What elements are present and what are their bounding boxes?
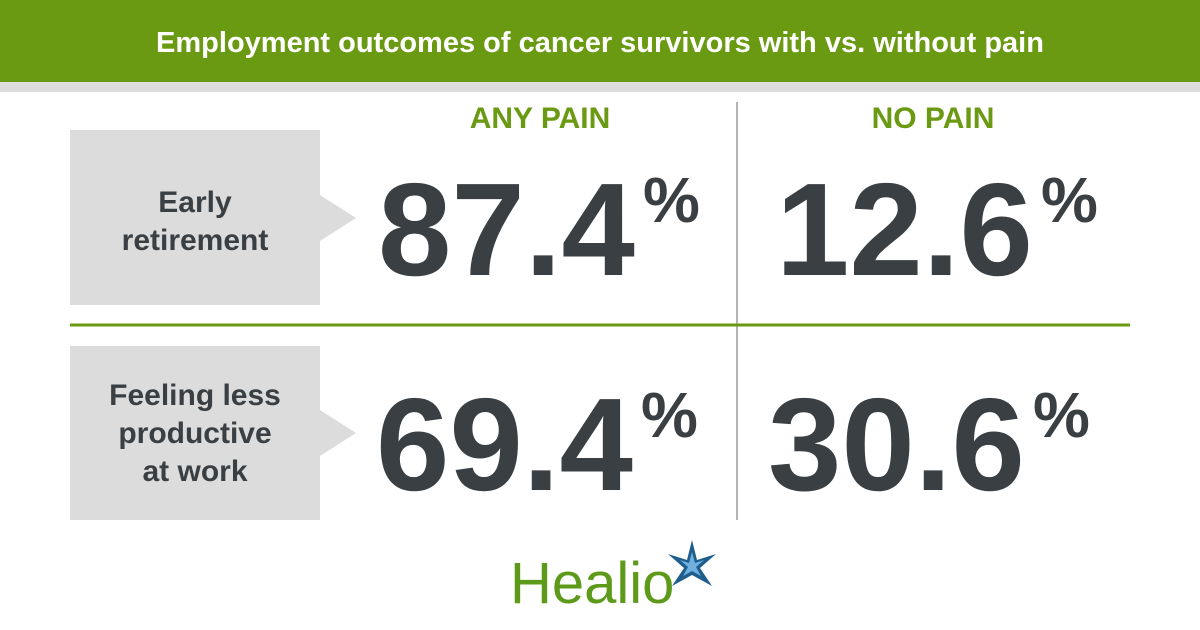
- value: 30.6: [768, 371, 1025, 518]
- label-box: [70, 130, 356, 305]
- title: Employment outcomes of cancer survivors …: [156, 27, 1044, 59]
- row-label: Early: [158, 186, 232, 219]
- header-strip: [0, 82, 1200, 92]
- unit: %: [1041, 164, 1098, 236]
- column-header: NO PAIN: [872, 102, 995, 135]
- unit: %: [641, 379, 698, 451]
- logo-star: [668, 540, 716, 586]
- value: 69.4: [376, 371, 633, 518]
- row-label: productive: [118, 417, 271, 450]
- value: 12.6: [776, 156, 1033, 303]
- label-box: [70, 346, 356, 520]
- row-label: retirement: [122, 224, 269, 257]
- header-bar: [0, 0, 1200, 82]
- column-header: ANY PAIN: [470, 102, 611, 135]
- logo-text: Healio: [510, 551, 674, 616]
- row-label: Feeling less: [109, 379, 281, 412]
- unit: %: [1033, 379, 1090, 451]
- row-label: at work: [142, 455, 247, 488]
- value: 87.4: [378, 156, 635, 303]
- unit: %: [643, 164, 700, 236]
